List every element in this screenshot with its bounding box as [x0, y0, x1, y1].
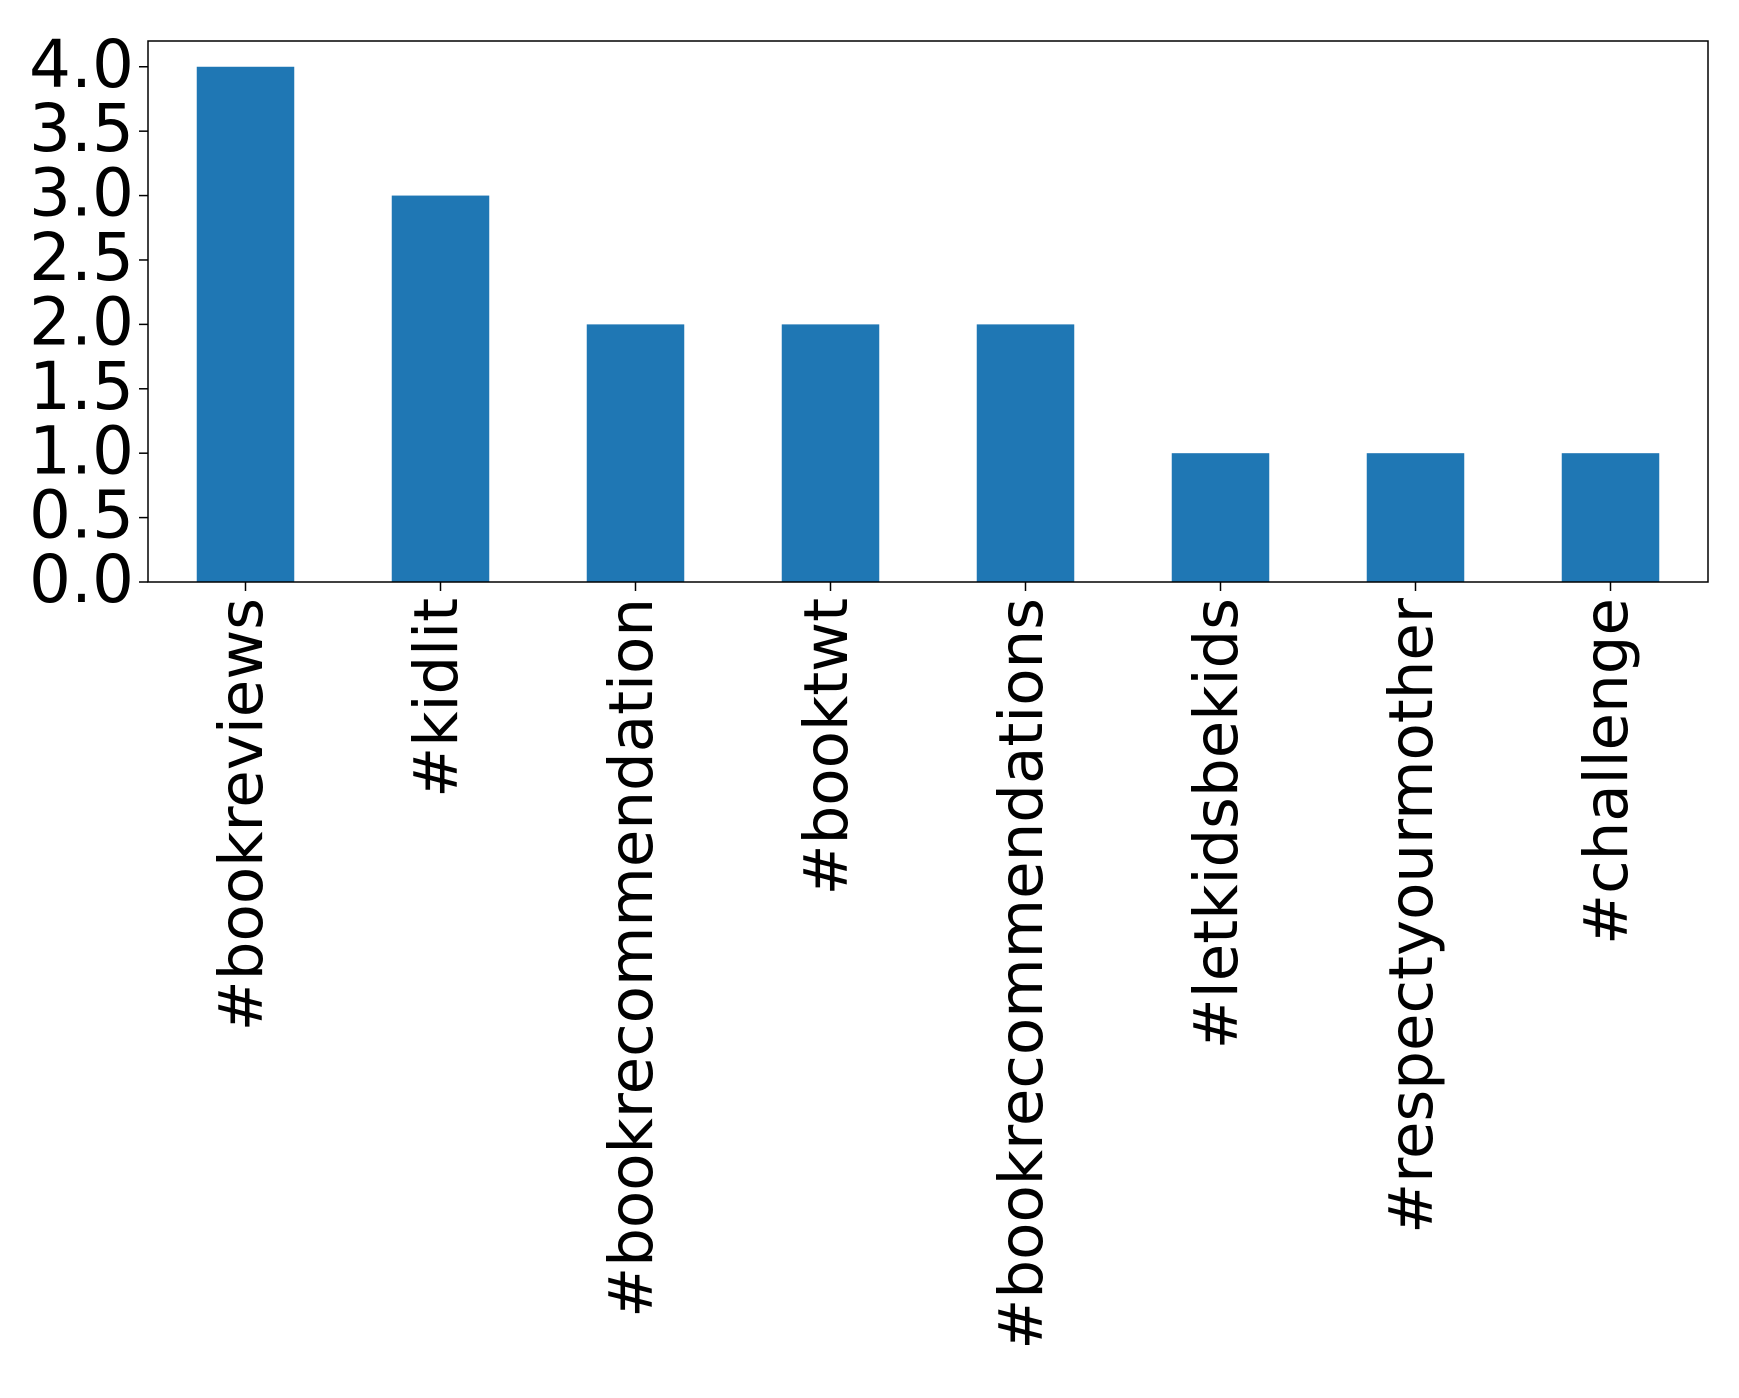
y-tick-label: 0.0	[29, 541, 134, 618]
bar	[976, 324, 1075, 582]
x-tick-label: #letkidsbekids	[1181, 598, 1252, 1049]
x-tick-label: #kidlit	[401, 598, 472, 798]
x-tick-label: #bookreviews	[206, 598, 277, 1031]
y-tick-label: 3.0	[29, 155, 134, 232]
x-tick-label: #booktwt	[791, 598, 862, 896]
y-tick-label: 0.5	[29, 477, 134, 554]
x-tick-label: #bookrecommendation	[596, 598, 667, 1318]
x-tick-label: #respectyourmother	[1376, 597, 1447, 1234]
bar	[1561, 453, 1660, 582]
y-tick-label: 3.5	[29, 90, 134, 167]
bar	[1171, 453, 1270, 582]
x-tick-label: #challenge	[1571, 598, 1642, 945]
bar	[781, 324, 880, 582]
x-tick-label: #bookrecommendations	[986, 598, 1057, 1350]
y-tick-label: 2.0	[29, 283, 134, 360]
bar	[196, 66, 295, 582]
y-tick-label: 2.5	[29, 219, 134, 296]
bar	[391, 195, 490, 583]
y-tick-label: 1.5	[29, 348, 134, 425]
y-tick-label: 4.0	[29, 26, 134, 103]
bar	[586, 324, 685, 582]
y-tick-label: 1.0	[29, 412, 134, 489]
plot-frame	[147, 40, 1709, 583]
bar	[1366, 453, 1465, 582]
